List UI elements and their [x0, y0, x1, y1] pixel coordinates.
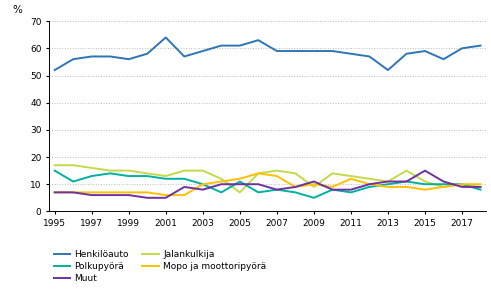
Legend: Henkilöauto, Polkupyörä, Muut, Jalankulkija, Mopo ja moottoripyörä: Henkilöauto, Polkupyörä, Muut, Jalankulk…: [54, 250, 266, 284]
Text: %: %: [12, 5, 22, 15]
